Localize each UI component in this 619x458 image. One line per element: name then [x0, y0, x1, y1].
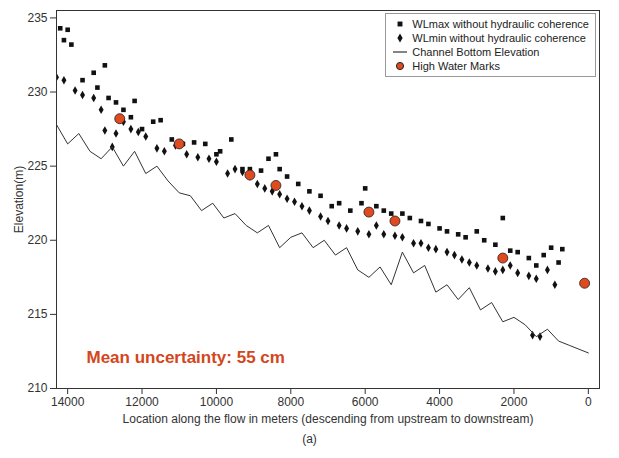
svg-text:230: 230	[27, 85, 47, 99]
html-text:High Water Marks: High Water Marks	[412, 60, 500, 72]
svg-text:215: 215	[27, 307, 47, 321]
svg-text:220: 220	[27, 233, 47, 247]
html-text:WLmin without hydraulic cohere: WLmin without hydraulic coherence	[412, 32, 586, 44]
svg-text:6000: 6000	[352, 395, 379, 409]
svg-text:10000: 10000	[200, 395, 234, 409]
html-text:(a): (a)	[302, 432, 317, 446]
svg-text:Mean uncertainty: 55 cm: Mean uncertainty: 55 cm	[87, 348, 285, 367]
html-text:Channel Bottom Elevation: Channel Bottom Elevation	[412, 46, 540, 58]
html-text:WLmax without hydraulic cohere: WLmax without hydraulic coherence	[412, 18, 589, 30]
svg-text:2000: 2000	[501, 395, 528, 409]
svg-text:8000: 8000	[277, 395, 304, 409]
svg-text:235: 235	[27, 11, 47, 25]
svg-text:225: 225	[27, 159, 47, 173]
svg-text:0: 0	[585, 395, 592, 409]
svg-text:14000: 14000	[51, 395, 85, 409]
svg-text:210: 210	[27, 381, 47, 395]
svg-text:Location along the flow in met: Location along the flow in meters (desce…	[123, 412, 534, 426]
svg-text:Elevation(m): Elevation(m)	[12, 166, 26, 233]
svg-text:4000: 4000	[426, 395, 453, 409]
svg-text:12000: 12000	[125, 395, 159, 409]
